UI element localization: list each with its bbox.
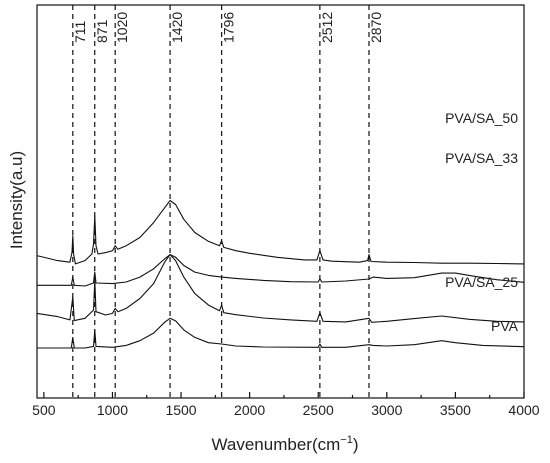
- x-tick-label: 4000: [508, 402, 539, 418]
- peak-label-871: 871: [94, 19, 110, 43]
- x-tick-label: 1000: [97, 402, 128, 418]
- peak-label-1020: 1020: [114, 12, 130, 43]
- series-label-pva-sa-50: PVA/SA_50: [445, 110, 518, 126]
- x-tick-label: 1500: [165, 402, 196, 418]
- x-axis-title: Wavenumber(cm−1): [211, 434, 358, 454]
- spectra: PVA/SA_50 PVA/SA_33 PVA/SA_25 PVA: [36, 110, 525, 349]
- peak-label-711: 711: [72, 20, 88, 43]
- peak-label-1420: 1420: [169, 12, 185, 43]
- series-label-pva: PVA: [491, 318, 519, 334]
- series-line-pva-sa-50: [36, 199, 525, 265]
- series-label-pva-sa-33: PVA/SA_33: [445, 150, 518, 166]
- peak-label-1796: 1796: [221, 12, 237, 43]
- series-label-pva-sa-25: PVA/SA_25: [445, 274, 518, 290]
- peak-label-2870: 2870: [368, 12, 384, 43]
- x-axis: 500 1000 1500 2000 2500 3000 3500 4000: [32, 392, 540, 418]
- x-tick-label: 3500: [440, 402, 471, 418]
- x-tick-label: 2500: [303, 402, 334, 418]
- peak-label-2512: 2512: [319, 12, 335, 43]
- series-line-pva: [37, 317, 525, 349]
- y-axis-title: Intensity(a.u): [7, 151, 26, 249]
- series-line-pva-sa-33: [37, 254, 525, 287]
- plot-frame: [36, 4, 525, 399]
- x-tick-label: 2000: [234, 402, 265, 418]
- series-line-pva-sa-25: [36, 254, 525, 323]
- plot-area: [36, 4, 525, 399]
- x-tick-label: 500: [32, 402, 56, 418]
- x-tick-label: 3000: [371, 402, 402, 418]
- reference-lines: 711 871 1020 1420 1796 2512 2870: [72, 5, 384, 398]
